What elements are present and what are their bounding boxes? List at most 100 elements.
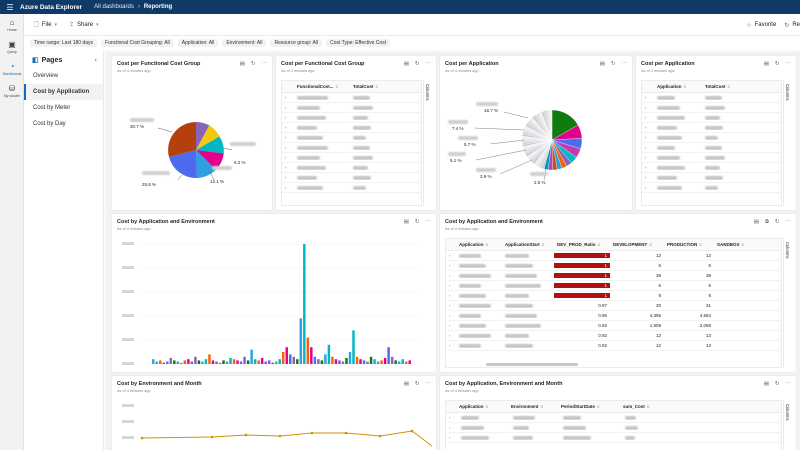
expand-row-icon[interactable]: › xyxy=(449,313,451,318)
table-row[interactable]: › 0.92 1,909 2,068 xyxy=(446,321,781,331)
table-row[interactable]: › xyxy=(282,113,421,123)
expand-row-icon[interactable]: › xyxy=(449,415,451,420)
more-icon[interactable]: ⋯ xyxy=(785,219,792,225)
column-header[interactable]: Application ≡ xyxy=(456,242,502,247)
expand-row-icon[interactable]: › xyxy=(645,115,647,120)
expand-row-icon[interactable]: › xyxy=(449,263,451,268)
table-row[interactable]: › xyxy=(282,163,421,173)
expand-row-icon[interactable]: › xyxy=(645,95,647,100)
table-row[interactable]: › xyxy=(642,133,781,143)
table-row[interactable]: › xyxy=(282,173,421,183)
more-icon[interactable]: ⋯ xyxy=(621,61,628,67)
rail-dashboards[interactable]: ◔ Dashboards xyxy=(0,58,24,80)
expand-row-icon[interactable]: › xyxy=(449,323,451,328)
expand-row-icon[interactable]: › xyxy=(645,155,647,160)
expand-row-icon[interactable]: › xyxy=(449,333,451,338)
expand-row-icon[interactable]: › xyxy=(449,435,451,440)
app-title[interactable]: Azure Data Explorer xyxy=(20,3,83,11)
more-icon[interactable]: ⋯ xyxy=(785,381,792,387)
column-header[interactable]: DEV_PROD_Ratio ≡ xyxy=(554,242,610,247)
copy-icon[interactable]: ⧉ xyxy=(764,219,769,225)
expand-row-icon[interactable]: › xyxy=(285,125,287,130)
filter-resource-group[interactable]: Resource group: All xyxy=(270,39,323,47)
refresh-icon[interactable]: ↻ xyxy=(610,61,616,67)
table-row[interactable]: › 1 12 12 xyxy=(446,251,781,261)
column-menu-icon[interactable]: ≡ xyxy=(699,242,702,247)
more-icon[interactable]: ⋯ xyxy=(425,381,432,387)
expand-row-icon[interactable]: › xyxy=(645,185,647,190)
rail-query[interactable]: ▣ Query xyxy=(0,36,24,58)
table-row[interactable]: › xyxy=(282,103,421,113)
refresh-icon[interactable]: ↻ xyxy=(414,219,420,225)
more-icon[interactable]: ⋯ xyxy=(425,61,432,67)
refresh-button[interactable]: ↻ Re xyxy=(784,22,800,29)
expand-row-icon[interactable]: › xyxy=(285,155,287,160)
filter-application[interactable]: Application: All xyxy=(177,39,219,47)
table-row[interactable]: › xyxy=(642,163,781,173)
filter-functional-cost-grouping[interactable]: Functional Cost Grouping: All xyxy=(101,39,174,47)
filter-cost-type[interactable]: Cost Type: Effective Cost xyxy=(326,39,391,47)
table-row[interactable]: › xyxy=(282,153,421,163)
column-menu-icon[interactable]: ≡ xyxy=(541,242,545,247)
column-header[interactable]: Application ≡ xyxy=(456,404,508,409)
rail-my-cluster[interactable]: ⛁ My cluster xyxy=(0,80,24,102)
page-cost-by-day[interactable]: Cost by Day xyxy=(33,121,66,127)
table-row[interactable]: › 0.92 12 13 xyxy=(446,341,781,351)
column-menu-icon[interactable]: ≡ xyxy=(741,242,745,247)
expand-row-icon[interactable]: › xyxy=(285,105,287,110)
column-menu-icon[interactable]: ≡ xyxy=(375,84,379,89)
edit-icon[interactable]: ▤ xyxy=(403,381,409,387)
expand-row-icon[interactable]: › xyxy=(449,283,451,288)
refresh-icon[interactable]: ↻ xyxy=(774,219,780,225)
filter-time-range[interactable]: Time range: Last 180 days xyxy=(30,39,98,47)
waffle-menu-icon[interactable]: ☰ xyxy=(6,2,14,12)
more-icon[interactable]: ⋯ xyxy=(261,61,268,67)
refresh-icon[interactable]: ↻ xyxy=(250,61,256,67)
columns-side-panel[interactable]: Columns xyxy=(423,80,432,206)
filter-environment[interactable]: Environment: All xyxy=(222,39,267,47)
table-row[interactable]: › xyxy=(642,93,781,103)
column-header[interactable]: ApplicationStart ≡ xyxy=(502,242,554,247)
column-header[interactable]: DEVELOPMENT ≡ xyxy=(610,242,664,247)
expand-row-icon[interactable]: › xyxy=(449,253,451,258)
table-row[interactable]: › xyxy=(642,113,781,123)
columns-side-panel[interactable]: Columns xyxy=(783,80,792,206)
column-menu-icon[interactable]: ≡ xyxy=(485,242,489,247)
table-row[interactable]: › xyxy=(642,123,781,133)
table-row[interactable]: › 1 6 6 xyxy=(446,281,781,291)
column-menu-icon[interactable]: ≡ xyxy=(335,84,339,89)
table-row[interactable]: › xyxy=(642,103,781,113)
column-menu-icon[interactable]: ≡ xyxy=(597,242,601,247)
expand-row-icon[interactable]: › xyxy=(449,293,451,298)
refresh-icon[interactable]: ↻ xyxy=(774,61,780,67)
rail-home[interactable]: ⌂ Home xyxy=(0,14,24,36)
more-icon[interactable]: ⋯ xyxy=(425,219,432,225)
file-menu-button[interactable]: 🗋 File ▾ xyxy=(34,20,57,30)
table-row[interactable]: › 0.92 12 13 xyxy=(446,331,781,341)
refresh-icon[interactable]: ↻ xyxy=(414,61,420,67)
page-cost-by-meter[interactable]: Cost by Meter xyxy=(33,105,71,111)
expand-row-icon[interactable]: › xyxy=(285,165,287,170)
table-row[interactable]: › xyxy=(282,183,421,193)
column-header[interactable]: SANDBOX ≡ xyxy=(714,242,764,247)
table-row[interactable]: › xyxy=(642,183,781,193)
share-menu-button[interactable]: ⇪ Share ▾ xyxy=(69,21,99,29)
expand-row-icon[interactable]: › xyxy=(449,343,451,348)
table-row[interactable]: › 1 39 39 xyxy=(446,271,781,281)
table-row[interactable]: › xyxy=(642,173,781,183)
columns-side-panel[interactable]: Columns xyxy=(783,400,792,450)
table-row[interactable]: › xyxy=(282,123,421,133)
table-row[interactable]: › 1 6 6 xyxy=(446,261,781,271)
columns-side-panel[interactable]: Columns xyxy=(783,238,792,368)
expand-row-icon[interactable]: › xyxy=(645,145,647,150)
column-menu-icon[interactable]: ≡ xyxy=(597,404,600,409)
expand-row-icon[interactable]: › xyxy=(285,175,287,180)
column-header[interactable]: PRODUCTION ≡ xyxy=(664,242,714,247)
expand-row-icon[interactable]: › xyxy=(285,115,287,120)
expand-row-icon[interactable]: › xyxy=(645,175,647,180)
column-header[interactable]: TotalCost ≡ xyxy=(350,84,400,89)
table-row[interactable]: › xyxy=(282,133,421,143)
expand-row-icon[interactable]: › xyxy=(645,125,647,130)
expand-row-icon[interactable]: › xyxy=(645,105,647,110)
favorite-button[interactable]: ☆ Favorite xyxy=(746,22,776,29)
